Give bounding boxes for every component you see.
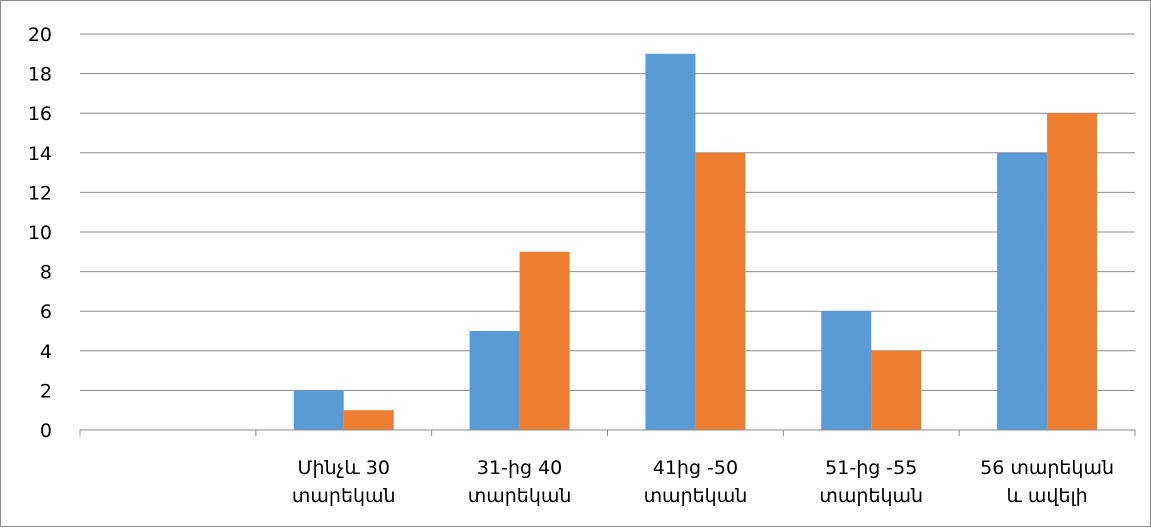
bar	[343, 410, 394, 430]
y-tick-label: 4	[40, 341, 52, 363]
bar	[871, 350, 922, 430]
x-tick-label: 56 տարեկան և ավելի	[980, 457, 1114, 507]
gridlines	[80, 33, 1135, 391]
bar	[695, 152, 746, 431]
x-tick-label-line: տարեկան	[644, 485, 748, 507]
bars	[293, 53, 1098, 431]
x-tick-label-line: 41ից -50	[653, 457, 738, 479]
x-tick-label-line: 31-ից 40	[477, 457, 562, 479]
x-tick-label-line: տարեկան	[468, 485, 572, 507]
y-tick-label: 10	[28, 222, 52, 244]
x-tick-label: 31-ից 40 տարեկան	[468, 457, 572, 507]
bar	[997, 152, 1048, 431]
y-tick-label: 20	[28, 24, 52, 46]
x-tick-label-line: տարեկան	[819, 485, 923, 507]
bar	[519, 251, 570, 430]
x-tick-label: Մինչև 30 տարեկան	[292, 457, 396, 507]
bar	[293, 390, 344, 430]
bar	[469, 331, 520, 430]
y-tick-label: 8	[40, 262, 52, 284]
x-tick-label-line: Մինչև 30	[298, 457, 390, 479]
x-tick-label: 41ից -50 տարեկան	[644, 457, 748, 507]
x-tick-label-line: 56 տարեկան	[980, 457, 1114, 479]
y-tick-label: 2	[40, 380, 52, 402]
y-tick-label: 6	[40, 301, 52, 323]
y-tick-label: 12	[28, 182, 52, 204]
x-tick-label-line: և ավելի	[1006, 485, 1087, 507]
y-tick-label: 14	[28, 143, 52, 165]
y-tick-label: 0	[40, 420, 52, 442]
axes	[79, 429, 1136, 436]
x-tick-label: 51-ից -55 տարեկան	[819, 457, 923, 507]
bar	[645, 53, 696, 431]
y-tick-label: 18	[28, 64, 52, 86]
x-tick-label-line: տարեկան	[292, 485, 396, 507]
x-tick-label-line: 51-ից -55	[825, 457, 917, 479]
bar	[821, 311, 872, 430]
bar	[1047, 113, 1098, 430]
y-tick-label: 16	[28, 103, 52, 125]
